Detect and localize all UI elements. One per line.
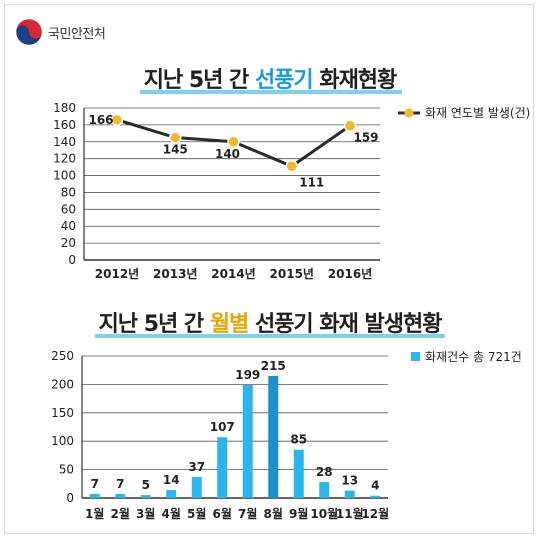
line-y-tick-label: 100 <box>53 169 76 183</box>
bar-data-label: 7 <box>116 477 124 491</box>
bar-data-label: 107 <box>210 420 235 434</box>
line-data-label: 159 <box>353 131 378 145</box>
bar-x-tick-label: 7월 <box>238 506 257 521</box>
line-y-tick-label: 60 <box>61 202 76 216</box>
line-point <box>343 119 357 132</box>
bar <box>268 375 279 498</box>
taegeuk-icon <box>15 18 43 46</box>
line-point <box>110 113 124 127</box>
line-y-tick-label: 80 <box>61 185 76 199</box>
title1-suffix: 화재현황 <box>312 68 397 93</box>
bar-x-tick-label: 2월 <box>111 506 130 521</box>
bar <box>344 490 355 498</box>
bar <box>166 490 177 498</box>
bar-x-tick-label: 6월 <box>213 506 232 521</box>
title1-highlight: 선풍기 <box>254 68 314 93</box>
bar-x-tick-label: 1월 <box>85 506 104 521</box>
bar-x-tick-label: 4월 <box>162 506 181 521</box>
line-y-tick-label: 20 <box>61 236 76 250</box>
bar-y-tick-label: 100 <box>51 434 74 448</box>
bar-data-label: 4 <box>371 479 379 493</box>
line-y-tick-label: 120 <box>53 152 76 166</box>
line-point <box>169 131 182 144</box>
bar-data-label: 199 <box>235 368 260 382</box>
bar-x-tick-label: 12월 <box>361 506 389 521</box>
title2-highlight: 월별 <box>209 312 249 337</box>
title2-underline <box>95 334 445 338</box>
title1-prefix: 지난 5년 간 <box>143 68 255 93</box>
line-x-tick-label: 2013년 <box>153 267 197 281</box>
brand-logo: 국민안전처 <box>15 18 106 46</box>
line-legend-label: 화재 연도별 발생(건) <box>425 106 530 120</box>
bar-x-tick-label: 3월 <box>136 506 155 521</box>
line-x-tick-label: 2016년 <box>328 267 372 281</box>
bar-data-label: 37 <box>188 460 205 474</box>
bar-y-tick-label: 50 <box>59 463 74 477</box>
title2-suffix: 선풍기 화재 발생현황 <box>248 312 442 337</box>
line-y-tick-label: 180 <box>53 101 76 115</box>
bar <box>191 476 202 498</box>
bar <box>293 449 304 498</box>
chart-title-1: 지난 5년 간 선풍기 화재현황 <box>0 62 540 94</box>
bar <box>217 437 228 498</box>
line-y-tick-label: 0 <box>68 253 76 267</box>
brand-name: 국민안전처 <box>48 26 106 42</box>
line-y-tick-label: 140 <box>53 135 76 149</box>
bar <box>370 495 381 498</box>
line-data-label: 140 <box>215 147 240 161</box>
line-point <box>285 160 298 173</box>
bar-x-tick-label: 9월 <box>289 506 308 521</box>
bar-x-tick-label: 11월 <box>336 506 364 521</box>
bar <box>140 495 151 498</box>
line-legend-marker <box>404 108 414 118</box>
line-y-tick-label: 160 <box>53 118 76 132</box>
bar-y-tick-label: 200 <box>51 377 74 391</box>
bar-x-tick-label: 10월 <box>310 506 338 521</box>
image-frame <box>4 4 534 534</box>
bar-legend-swatch <box>411 352 420 361</box>
line-x-tick-label: 2014년 <box>211 267 255 281</box>
line-data-label: 145 <box>163 143 188 157</box>
line-x-tick-label: 2012년 <box>95 267 139 281</box>
bar-data-label: 28 <box>316 465 333 479</box>
title2-prefix: 지난 5년 간 <box>98 312 210 337</box>
bar <box>319 482 330 498</box>
bar-x-tick-label: 8월 <box>264 506 283 521</box>
bar-x-tick-label: 5월 <box>187 506 206 521</box>
bar-data-label: 85 <box>290 433 307 447</box>
bar-legend-label: 화재건수 총 721건 <box>425 350 522 364</box>
bar <box>242 384 253 498</box>
bar-data-label: 13 <box>341 474 358 488</box>
bar <box>89 494 100 498</box>
line-point <box>227 135 240 149</box>
bar <box>115 494 126 498</box>
bar-data-label: 14 <box>163 473 180 487</box>
bar-y-tick-label: 150 <box>51 406 74 420</box>
bar-y-tick-label: 250 <box>51 349 74 363</box>
title1-underline <box>140 90 402 94</box>
bar-data-label: 5 <box>142 478 150 492</box>
line-data-label: 111 <box>299 175 324 189</box>
bar-data-label: 7 <box>91 477 99 491</box>
bar-data-label: 215 <box>261 359 286 373</box>
line-y-tick-label: 40 <box>61 219 76 233</box>
bar-y-tick-label: 0 <box>66 491 74 505</box>
chart-title-2: 지난 5년 간 월별 선풍기 화재 발생현황 <box>0 306 540 338</box>
line-x-tick-label: 2015년 <box>270 267 314 281</box>
line-data-label: 166 <box>88 113 113 127</box>
